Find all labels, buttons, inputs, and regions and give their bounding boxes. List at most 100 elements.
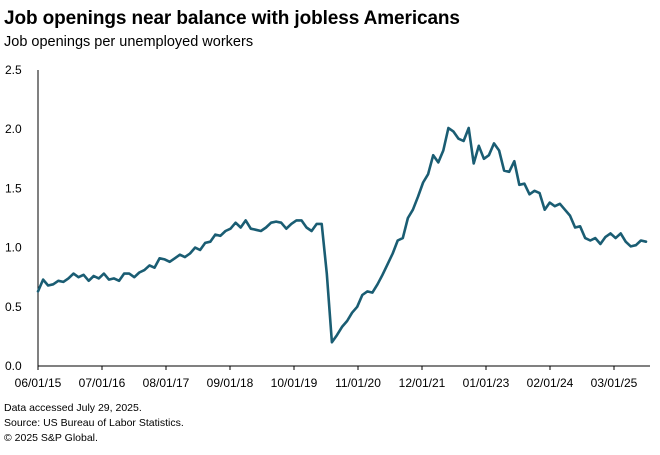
data-point <box>224 230 227 232</box>
data-point <box>361 294 363 296</box>
data-point <box>108 279 110 281</box>
data-point <box>37 290 39 292</box>
data-point <box>184 256 186 258</box>
data-point <box>148 264 151 266</box>
x-tick-label: 09/01/18 <box>207 376 254 390</box>
data-point <box>255 229 257 231</box>
data-point <box>422 181 424 184</box>
data-point <box>620 232 622 234</box>
data-point <box>452 131 455 133</box>
data-point <box>376 283 379 285</box>
data-point <box>113 277 115 279</box>
data-point <box>346 320 348 322</box>
y-axis: 0.0 0.5 1.0 1.5 2.0 2.5 <box>5 63 39 373</box>
data-point <box>83 274 85 276</box>
data-point <box>397 239 399 242</box>
data-point <box>240 226 242 229</box>
data-point <box>98 277 100 279</box>
data-point <box>77 276 80 278</box>
data-point <box>457 138 460 140</box>
data-point <box>447 127 449 129</box>
data-point <box>88 280 90 282</box>
data-point <box>174 257 176 259</box>
data-point <box>488 154 490 156</box>
data-point <box>219 235 221 237</box>
data-point <box>189 252 191 255</box>
data-point <box>554 205 556 207</box>
data-point <box>67 277 69 279</box>
data-point <box>331 341 333 343</box>
data-point <box>473 162 475 165</box>
data-point <box>321 223 323 225</box>
data-point <box>179 254 181 256</box>
data-point <box>533 190 536 192</box>
data-point <box>392 252 394 255</box>
data-point <box>275 221 277 223</box>
data-point <box>513 160 515 162</box>
x-tick-label: 08/01/17 <box>143 376 190 390</box>
data-point <box>498 149 500 152</box>
data-point <box>463 140 465 142</box>
chart-subtitle: Job openings per unemployed workers <box>4 34 254 50</box>
x-tick-label: 11/01/20 <box>335 376 381 390</box>
x-tick-label: 12/01/21 <box>399 376 446 390</box>
data-point <box>305 226 308 229</box>
data-point <box>250 228 252 230</box>
data-point <box>427 173 429 175</box>
data-point <box>62 281 64 283</box>
data-point <box>42 279 44 281</box>
data-point <box>645 241 647 243</box>
data-point <box>528 193 531 195</box>
data-point <box>280 222 282 224</box>
data-point <box>47 284 49 287</box>
data-point <box>133 276 135 278</box>
data-point <box>57 280 59 282</box>
data-point <box>574 226 576 229</box>
x-tick-label: 02/01/24 <box>527 376 574 390</box>
data-point <box>270 222 272 224</box>
data-point <box>564 209 566 211</box>
data-point <box>508 171 510 173</box>
chart-title: Job openings near balance with jobless A… <box>4 8 460 29</box>
data-point <box>483 158 485 160</box>
data-point <box>153 267 156 269</box>
data-point <box>295 219 297 221</box>
data-point <box>164 258 166 260</box>
source-note: Source: US Bureau of Labor Statistics. <box>4 417 184 429</box>
data-point <box>138 271 140 274</box>
series-layer <box>36 126 648 344</box>
data-point <box>118 280 120 282</box>
data-accessed-note: Data accessed July 29, 2025. <box>4 402 142 414</box>
data-point <box>523 183 526 185</box>
data-point <box>381 274 384 276</box>
data-point <box>265 226 267 229</box>
data-point <box>549 202 551 204</box>
data-point <box>341 326 343 328</box>
data-point <box>209 241 211 243</box>
data-point <box>539 192 541 194</box>
data-point <box>204 242 206 244</box>
data-point <box>518 184 520 186</box>
data-point <box>609 232 612 234</box>
data-point <box>290 223 292 225</box>
y-tick-label: 0.5 <box>5 300 22 314</box>
data-point <box>123 273 125 275</box>
data-point <box>371 292 373 294</box>
data-point <box>356 306 358 308</box>
data-point <box>402 237 404 239</box>
data-point <box>544 209 546 211</box>
data-point <box>412 209 414 211</box>
data-point <box>169 261 171 263</box>
data-point <box>311 230 313 232</box>
data-point <box>316 223 318 225</box>
data-point <box>442 149 444 152</box>
data-point <box>229 228 232 230</box>
copyright-note: © 2025 S&P Global. <box>4 432 98 444</box>
data-point <box>437 161 439 163</box>
data-point <box>417 196 419 198</box>
data-point <box>594 237 596 239</box>
y-tick-label: 1.0 <box>5 241 22 255</box>
series-line <box>36 126 648 344</box>
data-point <box>635 244 637 246</box>
